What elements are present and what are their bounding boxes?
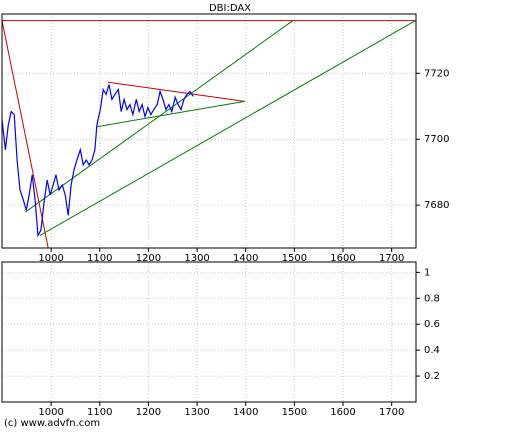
trend-line [25,20,294,213]
x-tick-label: 1300 [184,253,209,264]
y-tick-label: 0.4 [424,345,440,356]
source: (c) www.advfn.com [4,418,100,429]
trend-line [96,100,245,128]
x-tick-label: 1100 [87,253,112,264]
x-tick-label: 1600 [330,407,355,418]
y-tick-label: 0.8 [424,293,440,304]
x-tick-label: 1200 [136,253,161,264]
x-tick-label: 1500 [282,253,307,264]
y-tick-label: 0.6 [424,319,440,330]
y-tick-label: 7680 [424,200,449,211]
y-tick-label: 1 [424,267,430,278]
x-tick-label: 1100 [87,407,112,418]
y-tick-label: 7700 [424,134,449,145]
plot-frame [1,13,417,249]
x-tick-label: 1300 [184,407,209,418]
chart-title: DBI:DAX [209,3,251,14]
x-tick-label: 1000 [38,253,63,264]
x-tick-label: 1400 [233,253,258,264]
plot-frame [1,261,417,403]
y-tick-label: 0.2 [424,371,440,382]
x-tick-label: 1700 [379,407,404,418]
trend-line [107,81,245,102]
price-line [1,84,194,238]
x-tick-label: 1500 [282,407,307,418]
trend-line [39,20,416,236]
x-tick-label: 1600 [330,253,355,264]
x-tick-label: 1200 [136,407,161,418]
x-tick-label: 1700 [379,253,404,264]
x-tick-label: 1000 [38,407,63,418]
y-tick-label: 7720 [424,68,449,79]
trend-line [1,20,49,249]
x-tick-label: 1400 [233,407,258,418]
